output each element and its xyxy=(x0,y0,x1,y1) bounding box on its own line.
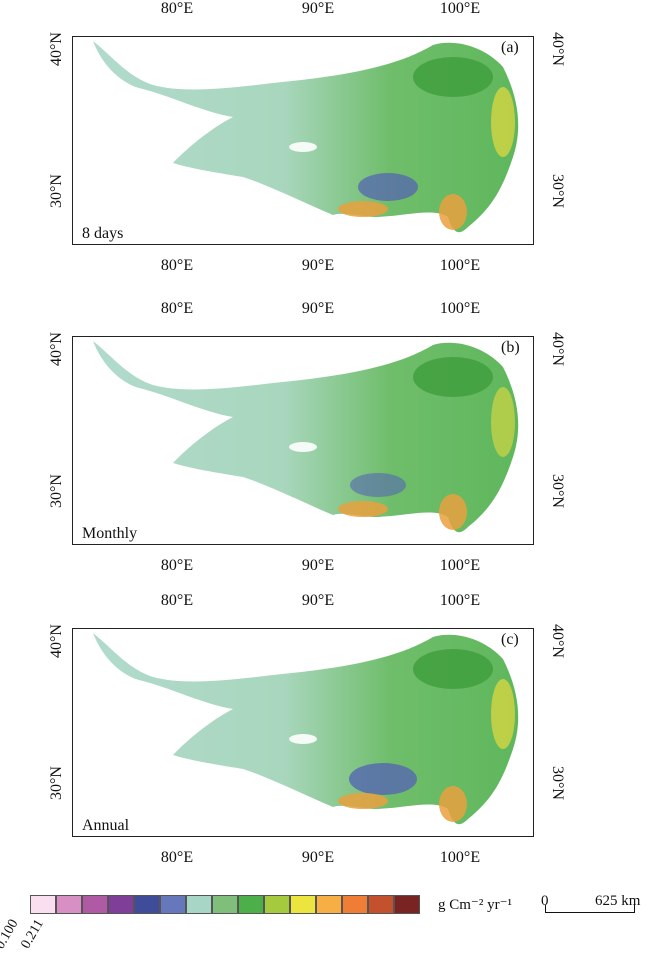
blue-cluster xyxy=(358,173,418,201)
legend-swatch xyxy=(186,895,212,914)
lon-tick-top: 100°E xyxy=(439,300,481,317)
blue-cluster xyxy=(350,473,406,497)
lat-tick-left: 30°N xyxy=(47,474,65,508)
lat-tick-right: 30°N xyxy=(548,174,566,208)
vegetation-trend-map xyxy=(93,633,519,825)
legend-swatch xyxy=(342,895,368,914)
temporal-resolution-label: Monthly xyxy=(82,525,138,542)
yellow-patch xyxy=(491,87,515,157)
green-patch xyxy=(413,357,493,397)
panel-label: (c) xyxy=(501,631,519,648)
lon-tick-top: 80°E xyxy=(160,592,194,609)
lat-tick-left: 40°N xyxy=(47,624,65,658)
legend-swatch xyxy=(264,895,290,914)
legend-swatch xyxy=(238,895,264,914)
blue-cluster xyxy=(349,763,417,795)
legend-swatch xyxy=(212,895,238,914)
white-gap xyxy=(289,734,317,744)
lon-tick-bottom: 100°E xyxy=(439,849,481,866)
legend-swatch xyxy=(368,895,394,914)
orange-patch xyxy=(338,501,388,517)
lon-tick-bottom: 80°E xyxy=(160,257,194,274)
lon-tick-bottom: 80°E xyxy=(160,557,194,574)
legend-swatch xyxy=(316,895,342,914)
scale-start-label: 0 xyxy=(541,893,549,909)
yellow-patch xyxy=(491,679,515,749)
temporal-resolution-label: 8 days xyxy=(82,225,124,242)
lat-tick-left: 40°N xyxy=(47,332,65,366)
panel-label: (b) xyxy=(501,339,520,356)
orange-patch xyxy=(338,793,388,809)
vegetation-trend-map xyxy=(93,41,519,233)
lon-tick-top: 90°E xyxy=(301,592,335,609)
green-patch xyxy=(413,57,493,97)
lat-tick-right: 30°N xyxy=(548,474,566,508)
lat-tick-right: 40°N xyxy=(548,332,566,366)
panel-label: (a) xyxy=(501,39,519,56)
legend-swatch xyxy=(290,895,316,914)
orange-patch xyxy=(439,786,467,822)
map-frame: (b) Monthly xyxy=(72,336,534,545)
yellow-patch xyxy=(491,387,515,457)
map-panel-a: 80°E 90°E 100°E (a) 8 days 40°N 30°N 40°… xyxy=(0,0,650,300)
orange-patch xyxy=(439,494,467,530)
lon-tick-top: 100°E xyxy=(439,592,481,609)
lon-tick-bottom: 90°E xyxy=(301,849,335,866)
vegetation-trend-map xyxy=(93,341,519,533)
lat-tick-left: 30°N xyxy=(47,174,65,208)
legend-swatch xyxy=(82,895,108,914)
lon-tick-top: 80°E xyxy=(160,0,194,17)
lon-tick-bottom: 80°E xyxy=(160,849,194,866)
temporal-resolution-label: Annual xyxy=(82,817,130,834)
map-frame: (c) Annual xyxy=(72,628,534,837)
scale-line xyxy=(545,912,635,913)
scale-tick xyxy=(634,905,635,913)
orange-patch xyxy=(439,194,467,230)
lon-tick-top: 90°E xyxy=(301,300,335,317)
lat-tick-left: 30°N xyxy=(47,766,65,800)
legend-swatch xyxy=(134,895,160,914)
legend-swatch xyxy=(56,895,82,914)
lat-tick-right: 30°N xyxy=(548,766,566,800)
lon-tick-bottom: 100°E xyxy=(439,257,481,274)
scale-tick xyxy=(545,905,546,913)
lat-tick-right: 40°N xyxy=(548,624,566,658)
lat-tick-right: 40°N xyxy=(548,32,566,66)
white-gap xyxy=(289,142,317,152)
legend-tick-label: 0.100 xyxy=(0,917,21,952)
green-patch xyxy=(413,649,493,689)
lon-tick-top: 100°E xyxy=(439,0,481,17)
legend-tick-label: 0.211 xyxy=(18,917,47,952)
lon-tick-bottom: 90°E xyxy=(301,257,335,274)
lon-tick-bottom: 100°E xyxy=(439,557,481,574)
map-frame: (a) 8 days xyxy=(72,36,534,245)
lon-tick-bottom: 90°E xyxy=(301,557,335,574)
orange-patch xyxy=(338,201,388,217)
map-panel-b: 80°E 90°E 100°E (b) Monthly 40°N 30°N 40… xyxy=(0,300,650,600)
lon-tick-top: 80°E xyxy=(160,300,194,317)
scale-end-label: 625 km xyxy=(595,893,641,909)
legend-swatch xyxy=(160,895,186,914)
legend-swatch xyxy=(108,895,134,914)
legend-swatch xyxy=(394,895,420,914)
white-gap xyxy=(289,442,317,452)
map-panel-c: 80°E 90°E 100°E (c) Annual 40°N 30°N 40°… xyxy=(0,592,650,892)
lon-tick-top: 90°E xyxy=(301,0,335,17)
legend-unit: g Cm⁻² yr⁻¹ xyxy=(438,897,512,913)
plateau-region xyxy=(93,341,519,533)
legend-swatch xyxy=(30,895,56,914)
lat-tick-left: 40°N xyxy=(47,32,65,66)
